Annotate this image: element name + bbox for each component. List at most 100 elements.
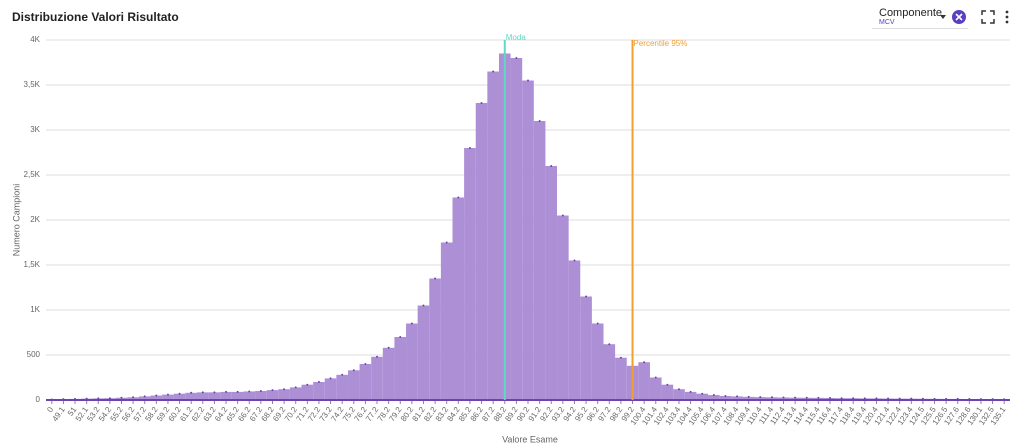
x-axis-title: Valore Esame bbox=[502, 434, 558, 444]
bar bbox=[766, 397, 778, 400]
bar-top-dot bbox=[538, 120, 541, 122]
bar bbox=[603, 344, 616, 400]
bar bbox=[661, 384, 674, 400]
bar-top-dot bbox=[677, 388, 680, 391]
bar-top-dot bbox=[863, 397, 866, 400]
bar bbox=[673, 389, 685, 400]
bar-top-dot bbox=[492, 70, 495, 73]
bar bbox=[649, 377, 662, 400]
bar-top-dot bbox=[248, 390, 251, 393]
bar bbox=[115, 397, 128, 400]
bar-top-dot bbox=[259, 390, 262, 392]
bar bbox=[173, 393, 186, 400]
bar bbox=[150, 395, 163, 400]
bar-top-dot bbox=[376, 355, 379, 358]
bar-top-dot bbox=[341, 373, 344, 376]
bar-top-dot bbox=[585, 295, 588, 298]
bar bbox=[162, 394, 174, 400]
bar bbox=[742, 396, 755, 400]
bar-top-dot bbox=[108, 397, 111, 400]
bar-top-dot bbox=[166, 393, 169, 396]
bar-top-dot bbox=[410, 322, 413, 325]
bar bbox=[138, 396, 151, 400]
bar bbox=[324, 378, 337, 400]
bar bbox=[196, 392, 209, 400]
bar bbox=[475, 103, 488, 400]
bar bbox=[487, 71, 499, 400]
bar-top-dot bbox=[468, 147, 471, 149]
bar-top-dot bbox=[283, 388, 286, 391]
bar bbox=[266, 390, 279, 400]
bar-top-dot bbox=[306, 383, 309, 386]
bar bbox=[754, 397, 767, 400]
y-tick-label: 2K bbox=[30, 215, 40, 224]
bar bbox=[208, 392, 221, 400]
bar-top-dot bbox=[561, 214, 564, 217]
bar-top-dot bbox=[515, 57, 518, 59]
bar bbox=[278, 389, 290, 400]
bar bbox=[731, 396, 743, 400]
y-tick-label: 4K bbox=[30, 35, 40, 44]
bar-top-dot bbox=[643, 361, 646, 364]
bar-top-dot bbox=[689, 390, 692, 393]
bar-top-dot bbox=[387, 346, 390, 349]
bar-top-dot bbox=[399, 336, 402, 338]
bar-top-dot bbox=[701, 392, 704, 395]
bar-top-dot bbox=[596, 322, 599, 325]
y-tick-label: 500 bbox=[27, 350, 41, 359]
bar bbox=[371, 356, 383, 400]
bar-top-dot bbox=[236, 390, 239, 393]
bar-top-dot bbox=[329, 377, 332, 380]
bar bbox=[557, 215, 569, 400]
y-axis-title: Numero Campioni bbox=[11, 184, 21, 257]
bar bbox=[255, 391, 267, 400]
bar bbox=[568, 260, 581, 400]
bar-top-dot bbox=[654, 376, 657, 379]
y-tick-label: 1K bbox=[30, 305, 40, 314]
bar bbox=[301, 384, 314, 400]
bar-top-dot bbox=[666, 383, 669, 386]
bar-top-dot bbox=[712, 394, 715, 397]
bar-top-dot bbox=[550, 165, 553, 167]
chart-title: Distribuzione Valori Risultato bbox=[12, 10, 179, 24]
bar-top-dot bbox=[794, 396, 797, 399]
bar-top-dot bbox=[445, 241, 448, 244]
bar-top-dot bbox=[770, 396, 773, 399]
bar bbox=[243, 391, 256, 400]
bar bbox=[696, 393, 709, 400]
bar bbox=[533, 121, 546, 400]
bar bbox=[231, 391, 244, 400]
bar bbox=[347, 370, 360, 400]
bar bbox=[417, 305, 430, 400]
bar bbox=[591, 323, 604, 400]
bar bbox=[359, 364, 372, 400]
bar-top-dot bbox=[457, 196, 460, 199]
toolbar-icons[interactable] bbox=[978, 6, 1018, 30]
bar bbox=[777, 397, 790, 400]
bar-top-dot bbox=[434, 277, 437, 280]
bar bbox=[510, 58, 523, 400]
bar-top-dot bbox=[178, 392, 181, 395]
bar-top-dot bbox=[155, 394, 158, 397]
bar-top-dot bbox=[352, 369, 355, 372]
bar-top-dot bbox=[736, 395, 739, 398]
y-tick-label: 2,5K bbox=[24, 170, 41, 179]
bar bbox=[394, 337, 407, 400]
bar-top-dot bbox=[573, 259, 576, 262]
bar bbox=[708, 395, 720, 400]
bar bbox=[406, 323, 418, 400]
bar-top-dot bbox=[782, 396, 785, 399]
bar bbox=[452, 197, 465, 400]
annotation-label: Moda bbox=[506, 33, 527, 42]
bar bbox=[440, 242, 453, 400]
y-tick-label: 3K bbox=[30, 125, 40, 134]
bar bbox=[185, 392, 197, 400]
bar bbox=[812, 397, 825, 400]
bar-top-dot bbox=[201, 391, 204, 394]
bar-top-dot bbox=[480, 102, 483, 104]
bar-top-dot bbox=[724, 394, 727, 397]
bar-top-dot bbox=[875, 397, 878, 400]
component-select[interactable]: Componente MCV bbox=[872, 6, 968, 29]
bar bbox=[638, 362, 650, 400]
